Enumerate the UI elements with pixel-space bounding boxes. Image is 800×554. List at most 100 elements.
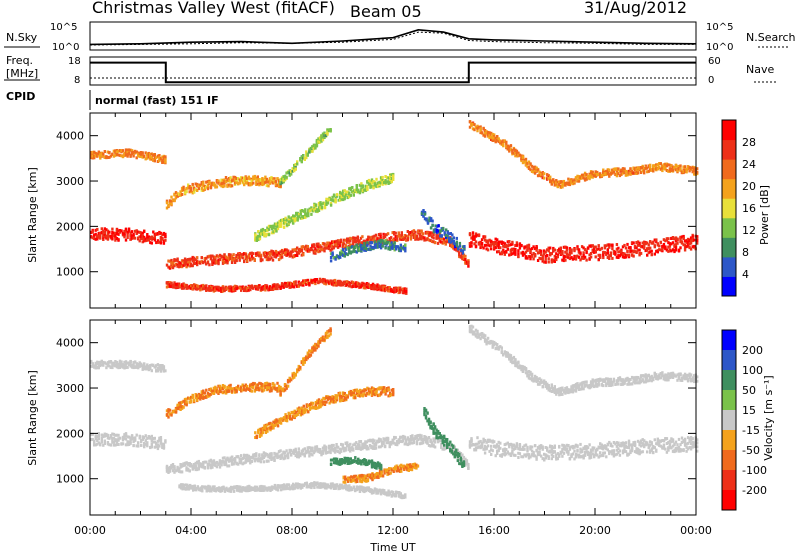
scatter-cell: [370, 286, 373, 290]
scatter-cell: [306, 245, 309, 248]
scatter-cell: [274, 252, 278, 256]
scatter-cell: [429, 231, 432, 235]
scatter-cell: [109, 443, 113, 447]
scatter-cell: [670, 249, 673, 253]
scatter-cell: [103, 150, 106, 153]
scatter-cell: [300, 156, 303, 159]
scatter-cell: [317, 447, 320, 451]
scatter-cell: [405, 290, 408, 293]
scatter-cell: [275, 227, 278, 231]
scatter-cell: [313, 208, 316, 212]
scatter-cell: [226, 286, 229, 290]
scatter-cell: [94, 237, 97, 241]
scatter-cell: [161, 446, 164, 449]
scatter-cell: [307, 211, 310, 215]
scatter-cell: [304, 215, 307, 219]
scatter-cell: [326, 128, 329, 132]
scatter-cell: [418, 233, 422, 237]
scatter-cell: [324, 450, 328, 454]
scatter-cell: [167, 285, 170, 288]
scatter-cell: [683, 246, 687, 250]
scatter-cell: [479, 129, 482, 133]
scatter-cell: [576, 254, 579, 258]
scatter-cell: [111, 438, 114, 442]
scatter-cell: [96, 360, 99, 364]
scatter-cell: [156, 160, 160, 163]
scatter-cell: [200, 186, 203, 190]
scatter-cell: [568, 178, 572, 182]
scatter-cell: [91, 154, 94, 158]
scatter-cell: [310, 212, 313, 216]
scatter-cell: [130, 234, 134, 238]
scatter-cell: [683, 243, 687, 247]
scatter-cell: [106, 156, 110, 159]
scatter-cell: [446, 230, 449, 234]
scatter-cell: [326, 246, 329, 250]
scatter-cell: [267, 227, 271, 231]
scatter-cell: [399, 290, 402, 294]
scatter-cell: [299, 453, 302, 457]
scatter-cell: [214, 261, 217, 265]
scatter-cell: [536, 174, 540, 178]
scatter-cell: [505, 143, 508, 146]
scatter-cell: [596, 173, 599, 176]
scatter-cell: [279, 254, 282, 258]
scatter-cell: [262, 285, 266, 288]
scatter-cell: [220, 289, 223, 293]
scatter-cell: [191, 464, 194, 468]
scatter-cell: [306, 281, 309, 285]
scatter-cell: [435, 228, 439, 232]
noise-panel: N.Sky 10^5 10^0 10^5 10^0 N.Search: [4, 21, 796, 53]
colorbar-segment: [722, 159, 736, 180]
scatter-cell: [185, 283, 188, 287]
scatter-cell: [329, 451, 332, 455]
scatter-cell: [217, 255, 220, 259]
scatter-cell: [200, 188, 203, 192]
scatter-cell: [257, 235, 260, 238]
scatter-cell: [265, 459, 269, 463]
scatter-cell: [577, 248, 581, 252]
scatter-cell: [241, 285, 244, 289]
scatter-cell: [402, 439, 405, 443]
scatter-cell: [103, 227, 106, 231]
scatter-cell: [332, 199, 336, 203]
scatter-cell: [244, 179, 247, 183]
scatter-cell: [366, 180, 369, 183]
scatter-cell: [348, 187, 351, 191]
scatter-cell: [541, 172, 544, 176]
scatter-cell: [277, 183, 281, 187]
scatter-cell: [532, 165, 535, 169]
scatter-cell: [544, 257, 547, 261]
scatter-cell: [171, 463, 175, 466]
scatter-cell: [302, 156, 305, 160]
scatter-cell: [188, 464, 191, 468]
scatter-cell: [103, 231, 106, 235]
scatter-cell: [620, 252, 623, 255]
scatter-cell: [223, 463, 226, 467]
scatter-cell: [115, 360, 119, 364]
scatter-cell: [497, 242, 500, 246]
scatter-cell: [150, 235, 153, 239]
scatter-cell: [121, 442, 125, 446]
scatter-cell: [392, 246, 395, 250]
scatter-cell: [103, 235, 106, 239]
scatter-cell: [171, 469, 175, 473]
scatter-cell: [382, 442, 385, 446]
scatter-cell: [406, 443, 409, 447]
scatter-cell: [111, 432, 114, 436]
scatter-cell: [508, 243, 511, 247]
scatter-cell: [576, 245, 579, 249]
scatter-cell: [346, 253, 349, 257]
scatter-cell: [238, 255, 241, 259]
scatter-cell: [367, 446, 370, 450]
scatter-cell: [508, 240, 511, 243]
scatter-cell: [679, 240, 682, 244]
scatter-cell: [240, 176, 243, 180]
scatter-cell: [374, 441, 378, 445]
scatter-cell: [392, 244, 395, 248]
scatter-cell: [282, 251, 285, 254]
scatter-cell: [299, 210, 302, 213]
scatter-cell: [369, 247, 372, 251]
scatter-cell: [389, 181, 392, 185]
scatter-cell: [115, 150, 119, 154]
